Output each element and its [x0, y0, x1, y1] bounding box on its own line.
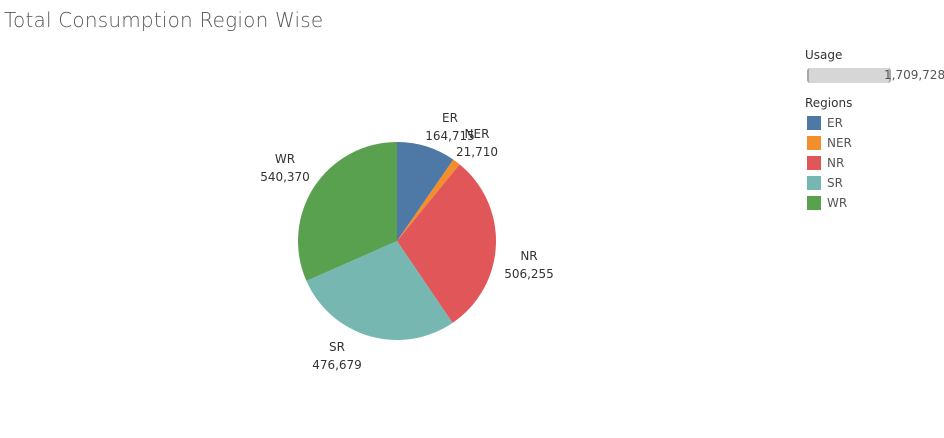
- regions-legend: Regions ER NER NR SR WR: [805, 96, 935, 213]
- slice-name-label-sr: SR: [329, 340, 345, 354]
- legend-item-wr[interactable]: WR: [805, 193, 935, 213]
- legend-item-ner[interactable]: NER: [805, 133, 935, 153]
- slice-value-label-nr: 506,255: [504, 267, 554, 281]
- slice-name-label-wr: WR: [275, 152, 295, 166]
- usage-total-value: 1,709,728: [884, 68, 944, 82]
- slice-value-label-sr: 476,679: [312, 358, 362, 372]
- legend-swatch-er: [807, 116, 821, 130]
- legend-label-ner: NER: [827, 136, 852, 150]
- slice-name-label-er: ER: [442, 111, 458, 125]
- usage-legend-heading: Usage: [805, 48, 941, 62]
- usage-legend: Usage 1,709,728: [805, 48, 941, 85]
- legend-label-wr: WR: [827, 196, 847, 210]
- legend-item-er[interactable]: ER: [805, 113, 935, 133]
- legend-swatch-ner: [807, 136, 821, 150]
- legend-swatch-wr: [807, 196, 821, 210]
- legend-swatch-sr: [807, 176, 821, 190]
- regions-legend-heading: Regions: [805, 96, 935, 110]
- usage-size-row[interactable]: 1,709,728: [805, 65, 941, 85]
- legend-swatch-nr: [807, 156, 821, 170]
- legend-label-sr: SR: [827, 176, 843, 190]
- slice-value-label-wr: 540,370: [260, 170, 310, 184]
- slice-name-label-nr: NR: [520, 249, 537, 263]
- legend-label-er: ER: [827, 116, 843, 130]
- legend-label-nr: NR: [827, 156, 844, 170]
- legend-item-sr[interactable]: SR: [805, 173, 935, 193]
- usage-size-bar[interactable]: [807, 68, 891, 83]
- legend-item-nr[interactable]: NR: [805, 153, 935, 173]
- slice-name-label-ner: NER: [465, 127, 490, 141]
- slice-value-label-ner: 21,710: [456, 145, 498, 159]
